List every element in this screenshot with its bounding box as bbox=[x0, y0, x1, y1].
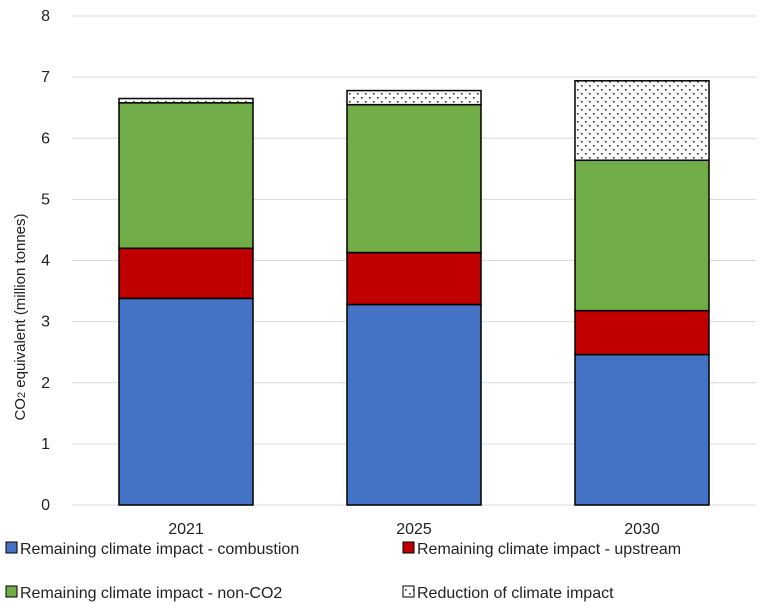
bar-segment-2021-series-1 bbox=[118, 297, 254, 506]
bar-segment-2021-series-2 bbox=[118, 247, 254, 300]
legend-swatch bbox=[5, 585, 18, 598]
legend: Remaining climate impact - combustion Rem… bbox=[5, 541, 681, 602]
bars bbox=[118, 80, 710, 506]
legend-item: Remaining climate impact - combustion bbox=[5, 541, 299, 558]
legend-label: Remaining climate impact - combustion bbox=[20, 541, 299, 558]
y-tick-label: 4 bbox=[41, 253, 50, 270]
legend-swatch bbox=[402, 585, 415, 598]
bar-segment-2030-series-3 bbox=[574, 159, 710, 312]
x-tick-label: 2025 bbox=[396, 521, 432, 538]
bar-segment-2025-series-3 bbox=[346, 103, 482, 254]
bar-segment-2025-series-4 bbox=[346, 89, 482, 106]
bar-segment-2030-series-4 bbox=[574, 80, 710, 162]
y-axis-ticks: 0 1 2 3 4 5 6 7 8 bbox=[41, 8, 50, 514]
y-tick-label: 2 bbox=[41, 375, 50, 392]
bar-segment-2030-series-1 bbox=[574, 353, 710, 506]
legend-swatch bbox=[402, 541, 415, 554]
y-tick-label: 3 bbox=[41, 314, 50, 331]
legend-label: Remaining climate impact - upstream bbox=[417, 541, 681, 558]
legend-item: Remaining climate impact - upstream bbox=[402, 541, 681, 558]
y-tick-label: 1 bbox=[41, 436, 50, 453]
x-tick-label: 2030 bbox=[624, 521, 660, 538]
y-tick-label: 8 bbox=[41, 8, 50, 25]
y-tick-label: 6 bbox=[41, 130, 50, 147]
bar-segment-2030-series-2 bbox=[574, 309, 710, 356]
legend-item: Reduction of climate impact bbox=[402, 585, 614, 602]
legend-label: Reduction of climate impact bbox=[417, 585, 614, 602]
bar-segment-2025-series-1 bbox=[346, 303, 482, 506]
legend-swatch bbox=[5, 541, 18, 554]
bar-segment-2025-series-2 bbox=[346, 251, 482, 306]
x-tick-label: 2021 bbox=[168, 521, 204, 538]
legend-label: Remaining climate impact - non-CO2 bbox=[20, 585, 282, 602]
bar-segment-2021-series-3 bbox=[118, 102, 254, 250]
y-tick-label: 7 bbox=[41, 69, 50, 86]
y-tick-label: 0 bbox=[41, 497, 50, 514]
legend-item: Remaining climate impact - non-CO2 bbox=[5, 585, 282, 602]
y-axis-title: CO2 equivalent (million tonnes) bbox=[12, 213, 29, 420]
y-tick-label: 5 bbox=[41, 191, 50, 208]
x-axis-ticks: 2021 2025 2030 bbox=[168, 521, 660, 538]
bar-segment-2021-series-4 bbox=[118, 97, 254, 104]
